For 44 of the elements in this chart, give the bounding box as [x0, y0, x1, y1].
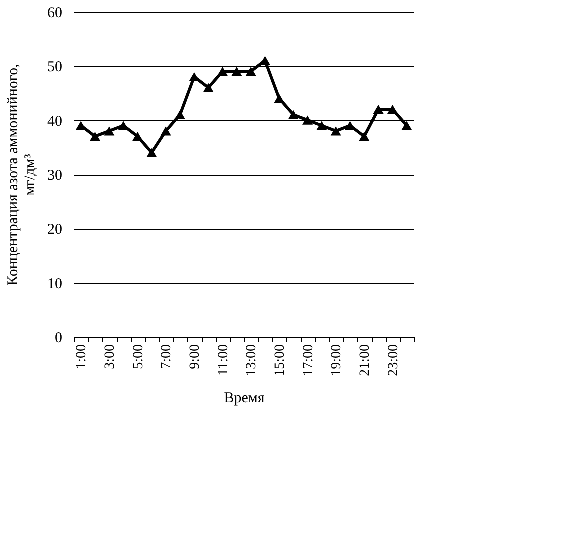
point — [118, 121, 129, 130]
x-tick-label: 9:00 — [188, 344, 203, 370]
point — [132, 132, 143, 142]
point — [160, 126, 172, 136]
y-tick-label: 30 — [48, 168, 62, 184]
point — [359, 132, 370, 142]
point — [146, 148, 158, 158]
point — [316, 121, 328, 130]
x-tick-label: 13:00 — [244, 344, 260, 376]
point — [232, 67, 242, 76]
point — [203, 83, 214, 92]
point — [76, 121, 86, 130]
point — [288, 110, 299, 120]
x-tick-label: 21:00 — [358, 344, 373, 376]
y-tick-label: 60 — [48, 6, 62, 22]
x-tick-label: 7:00 — [160, 344, 175, 370]
y-tick-label: 50 — [48, 60, 62, 76]
point — [330, 126, 342, 136]
point — [260, 56, 270, 66]
y-tick-label: 40 — [48, 114, 62, 130]
point — [218, 67, 228, 76]
point — [388, 104, 398, 114]
x-axis-title: Время — [224, 390, 265, 406]
x-tick-label: 1:00 — [74, 344, 90, 370]
point — [246, 67, 256, 76]
point — [175, 110, 186, 120]
y-axis-title: Концентрация азота аммонийного, мг/дм³ — [6, 64, 38, 286]
x-tick-label: 15:00 — [272, 344, 288, 376]
x-tick-label: 5:00 — [131, 344, 146, 370]
x-tick-label: 11:00 — [216, 344, 232, 376]
x-tick-label: 19:00 — [330, 344, 345, 376]
x-tick-label: 23:00 — [386, 344, 402, 376]
point — [345, 121, 356, 130]
point — [302, 116, 313, 125]
x-tick-label: 3:00 — [102, 344, 118, 370]
x-tick-label: 17:00 — [301, 344, 316, 376]
y-tick-label: 0 — [55, 330, 62, 346]
point — [274, 94, 285, 104]
point — [90, 132, 100, 142]
point — [402, 121, 412, 130]
point — [373, 104, 384, 114]
point — [104, 126, 115, 136]
y-tick-label: 20 — [48, 222, 62, 238]
y-tick-label: 10 — [48, 276, 62, 292]
